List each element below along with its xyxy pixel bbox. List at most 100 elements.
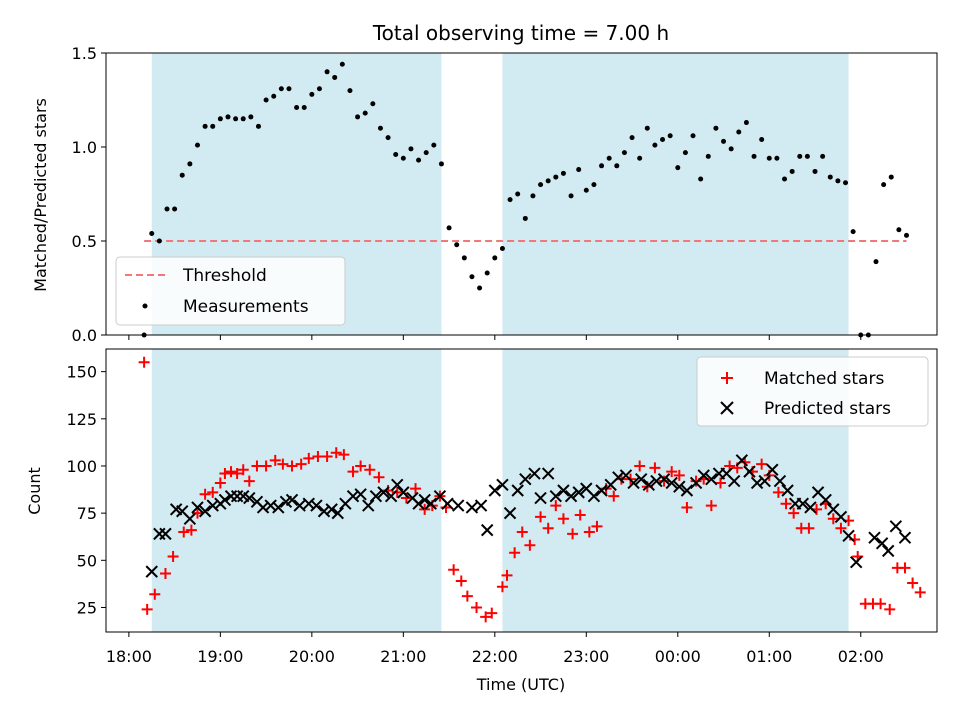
bottom-series-2-point-22 xyxy=(293,499,306,512)
bottom-series-2-point-88 xyxy=(804,501,817,514)
top-series-1-point-41 xyxy=(446,225,452,231)
bottom-series-1-point-63 xyxy=(634,460,646,472)
top-series-1-point-17 xyxy=(263,97,269,103)
bottom-series-1-point-5 xyxy=(167,551,179,563)
top-series-1-point-34 xyxy=(393,152,399,158)
top-shaded-interval-2 xyxy=(502,53,849,335)
bottom-series-2-point-84 xyxy=(773,474,787,488)
predicted-legend-label: Predicted stars xyxy=(764,399,891,419)
top-series-1-point-4 xyxy=(164,206,170,212)
bottom-series-2-point-69 xyxy=(657,472,671,486)
bottom-series-2-point-17 xyxy=(256,501,270,514)
top-series-1-point-53 xyxy=(538,182,544,188)
top-series-1-point-64 xyxy=(621,150,627,156)
bottom-series-1-point-94 xyxy=(875,598,887,610)
bottom-series-2-point-39 xyxy=(418,493,431,507)
top-series-1-point-60 xyxy=(591,182,597,188)
bottom-series-2-point-96 xyxy=(875,537,889,550)
top-series-1-point-2 xyxy=(149,230,155,236)
top-series-1-point-85 xyxy=(782,176,788,182)
bottom-series-1-point-69 xyxy=(681,501,693,513)
bottom-series-1-point-46 xyxy=(496,581,508,593)
top-series-1-point-20 xyxy=(286,86,292,92)
bottom-series-2-point-31 xyxy=(362,499,375,512)
predicted-legend-swatch xyxy=(720,401,734,415)
top-series-1-point-37 xyxy=(416,157,422,163)
bottom-series-2-point-43 xyxy=(452,499,465,512)
xtick-label-8: 01:00 xyxy=(746,647,792,666)
bottom-series-2-point-50 xyxy=(511,484,524,497)
top-series-1-point-87 xyxy=(797,153,803,159)
top-series-1-point-62 xyxy=(606,155,612,161)
bottom-ytick-label-6: 150 xyxy=(66,363,97,382)
xtick-label-6: 23:00 xyxy=(563,647,609,666)
bottom-series-2-point-24 xyxy=(310,499,323,512)
top-ytick-label-1: 0.0 xyxy=(72,326,97,345)
bottom-ytick-label-3: 75 xyxy=(77,504,97,523)
xtick-label-9: 02:00 xyxy=(838,647,884,666)
bottom-series-2-point-1 xyxy=(145,565,158,578)
top-axes-frame xyxy=(105,52,938,336)
bottom-series-2-point-67 xyxy=(642,478,656,492)
bottom-series-2-point-48 xyxy=(496,478,509,492)
bottom-series-1-point-49 xyxy=(516,526,528,538)
bottom-ytick-label-2: 50 xyxy=(77,551,97,570)
bottom-series-1-point-9 xyxy=(199,488,211,500)
matched-legend-swatch xyxy=(721,372,733,384)
bottom-series-2-point-46 xyxy=(480,523,494,537)
top-series-1-point-81 xyxy=(751,153,757,159)
bottom-series-2-point-74 xyxy=(697,469,710,482)
bottom-series-1-point-42 xyxy=(461,590,473,602)
top-series-1-point-35 xyxy=(400,155,406,161)
top-series-1-point-49 xyxy=(507,197,513,203)
bottom-series-2-point-7 xyxy=(191,501,204,514)
bottom-series-2-point-54 xyxy=(541,467,555,480)
bottom-series-1-point-31 xyxy=(373,471,385,483)
bottom-ytick-label-4: 100 xyxy=(66,457,97,476)
bottom-series-1-point-8 xyxy=(191,507,203,519)
bottom-series-1-point-29 xyxy=(355,460,367,472)
top-series-1-point-46 xyxy=(484,270,490,276)
top-series-1-point-29 xyxy=(355,114,361,120)
bottom-series-1-point-58 xyxy=(591,520,603,532)
top-series-1-point-65 xyxy=(629,135,635,141)
bottom-series-2-point-55 xyxy=(549,489,563,503)
bottom-ytick-label-1: 25 xyxy=(77,598,97,617)
bottom-series-2-point-78 xyxy=(727,474,741,488)
bottom-series-2-point-58 xyxy=(572,486,585,499)
bottom-series-1-point-16 xyxy=(243,475,255,487)
bottom-series-2-point-66 xyxy=(634,472,648,486)
top-series-1-point-70 xyxy=(667,133,673,139)
top-series-1-point-14 xyxy=(240,116,246,122)
top-series-1-point-31 xyxy=(370,101,376,107)
top-series-1-point-32 xyxy=(377,125,383,131)
bottom-series-1-point-50 xyxy=(524,539,536,551)
bottom-series-1-point-90 xyxy=(849,534,861,546)
bottom-series-1-point-6 xyxy=(178,526,190,538)
bottom-series-2-point-71 xyxy=(673,480,686,493)
bottom-series-1-point-21 xyxy=(286,460,298,472)
top-series-1-point-48 xyxy=(499,246,505,252)
bottom-series-2-point-29 xyxy=(346,489,360,503)
bottom-series-2-point-70 xyxy=(665,476,678,490)
bottom-series-2-point-68 xyxy=(650,474,663,488)
bottom-plot-panel: 25 50 75 100 125 150 18:00 19:00 20:00 21:00 22:00… xyxy=(66,348,938,666)
top-legend: Threshold Measurements xyxy=(115,256,346,326)
bottom-chart-ylabel: Count xyxy=(25,467,44,515)
bottom-series-2-point-52 xyxy=(528,467,541,480)
bottom-series-2-point-65 xyxy=(627,476,640,490)
bottom-legend-frame xyxy=(696,356,929,427)
top-series-1-point-101 xyxy=(904,232,910,238)
top-series-1-point-45 xyxy=(477,285,483,291)
top-series-1-point-90 xyxy=(820,153,826,159)
top-series-1-point-33 xyxy=(385,135,391,141)
top-series-1-point-94 xyxy=(850,229,856,235)
top-series-1-point-73 xyxy=(690,133,696,139)
top-series-1-point-51 xyxy=(522,215,528,221)
top-series-1-point-54 xyxy=(545,178,551,184)
top-series-1-point-55 xyxy=(553,174,559,180)
top-series-1-point-12 xyxy=(225,114,231,120)
top-series-1-point-6 xyxy=(179,172,185,178)
top-series-1-point-39 xyxy=(431,142,437,148)
bottom-series-1-point-14 xyxy=(231,468,243,480)
